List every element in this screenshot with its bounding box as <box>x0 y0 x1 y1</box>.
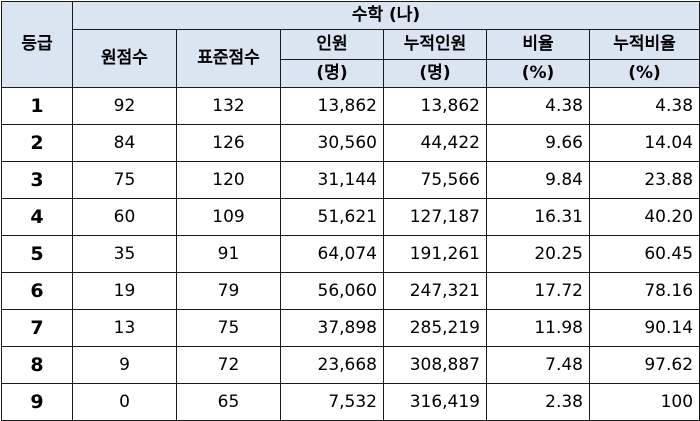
table-body: 1 92 132 13,862 13,862 4.38 4.38 2 84 12… <box>1 87 700 421</box>
cell-raw-score: 60 <box>72 198 177 236</box>
cell-grade: 7 <box>1 309 73 347</box>
cell-std-score: 91 <box>176 235 281 273</box>
cell-cum-ratio: 90.14 <box>588 309 700 347</box>
header-ratio-unit: (%) <box>486 59 590 88</box>
cell-count: 31,144 <box>280 161 384 199</box>
cell-count: 23,668 <box>280 346 384 384</box>
cell-cum-count: 308,887 <box>383 346 487 384</box>
header-cum-ratio: 누적비율 <box>588 29 700 60</box>
header-count-unit: (명) <box>280 59 384 88</box>
cell-cum-ratio: 40.20 <box>588 198 700 236</box>
table-row: 8 9 72 23,668 308,887 7.48 97.62 <box>1 346 700 384</box>
cell-raw-score: 92 <box>72 87 177 125</box>
cell-raw-score: 9 <box>72 346 177 384</box>
cell-cum-ratio: 14.04 <box>588 124 700 162</box>
cell-cum-ratio: 97.62 <box>588 346 700 384</box>
cell-std-score: 79 <box>176 272 281 310</box>
cell-std-score: 72 <box>176 346 281 384</box>
cell-grade: 6 <box>1 272 73 310</box>
cell-count: 30,560 <box>280 124 384 162</box>
cell-cum-count: 191,261 <box>383 235 487 273</box>
cell-std-score: 132 <box>176 87 281 125</box>
cell-count: 64,074 <box>280 235 384 273</box>
cell-std-score: 65 <box>176 383 281 421</box>
cell-std-score: 120 <box>176 161 281 199</box>
header-raw-score: 원점수 <box>72 29 177 88</box>
cell-cum-ratio: 4.38 <box>588 87 700 125</box>
cell-ratio: 7.48 <box>486 346 590 384</box>
cell-cum-count: 13,862 <box>383 87 487 125</box>
cell-grade: 2 <box>1 124 73 162</box>
cell-cum-ratio: 78.16 <box>588 272 700 310</box>
cell-cum-count: 247,321 <box>383 272 487 310</box>
cell-raw-score: 75 <box>72 161 177 199</box>
cell-cum-ratio: 60.45 <box>588 235 700 273</box>
table-row: 7 13 75 37,898 285,219 11.98 90.14 <box>1 309 700 347</box>
cell-count: 37,898 <box>280 309 384 347</box>
cell-ratio: 17.72 <box>486 272 590 310</box>
cell-cum-count: 44,422 <box>383 124 487 162</box>
header-ratio: 비율 <box>486 29 590 60</box>
table-row: 3 75 120 31,144 75,566 9.84 23.88 <box>1 161 700 199</box>
table-row: 4 60 109 51,621 127,187 16.31 40.20 <box>1 198 700 236</box>
cell-ratio: 11.98 <box>486 309 590 347</box>
cell-raw-score: 84 <box>72 124 177 162</box>
table-row: 9 0 65 7,532 316,419 2.38 100 <box>1 383 700 421</box>
cell-ratio: 16.31 <box>486 198 590 236</box>
cell-grade: 8 <box>1 346 73 384</box>
table-row: 1 92 132 13,862 13,862 4.38 4.38 <box>1 87 700 125</box>
cell-grade: 5 <box>1 235 73 273</box>
table-row: 5 35 91 64,074 191,261 20.25 60.45 <box>1 235 700 273</box>
header-cum-count: 누적인원 <box>383 29 487 60</box>
cell-raw-score: 13 <box>72 309 177 347</box>
cell-cum-ratio: 100 <box>588 383 700 421</box>
cell-std-score: 75 <box>176 309 281 347</box>
header-count: 인원 <box>280 29 384 60</box>
header-cum-count-unit: (명) <box>383 59 487 88</box>
cell-ratio: 9.84 <box>486 161 590 199</box>
header-cum-ratio-unit: (%) <box>588 59 700 88</box>
cell-count: 56,060 <box>280 272 384 310</box>
cell-grade: 9 <box>1 383 73 421</box>
cell-ratio: 4.38 <box>486 87 590 125</box>
table-row: 6 19 79 56,060 247,321 17.72 78.16 <box>1 272 700 310</box>
header-grade: 등급 <box>1 1 73 88</box>
cell-raw-score: 0 <box>72 383 177 421</box>
cell-cum-ratio: 23.88 <box>588 161 700 199</box>
cell-raw-score: 35 <box>72 235 177 273</box>
table-row: 2 84 126 30,560 44,422 9.66 14.04 <box>1 124 700 162</box>
cell-cum-count: 75,566 <box>383 161 487 199</box>
header-std-score: 표준점수 <box>176 29 281 88</box>
cell-std-score: 126 <box>176 124 281 162</box>
cell-grade: 1 <box>1 87 73 125</box>
cell-count: 51,621 <box>280 198 384 236</box>
cell-cum-count: 127,187 <box>383 198 487 236</box>
cell-std-score: 109 <box>176 198 281 236</box>
cell-ratio: 9.66 <box>486 124 590 162</box>
cell-ratio: 20.25 <box>486 235 590 273</box>
cell-ratio: 2.38 <box>486 383 590 421</box>
cell-raw-score: 19 <box>72 272 177 310</box>
cell-grade: 3 <box>1 161 73 199</box>
cell-grade: 4 <box>1 198 73 236</box>
cell-count: 13,862 <box>280 87 384 125</box>
header-subject: 수학 (나) <box>71 1 700 30</box>
cell-cum-count: 285,219 <box>383 309 487 347</box>
cell-count: 7,532 <box>280 383 384 421</box>
cell-cum-count: 316,419 <box>383 383 487 421</box>
